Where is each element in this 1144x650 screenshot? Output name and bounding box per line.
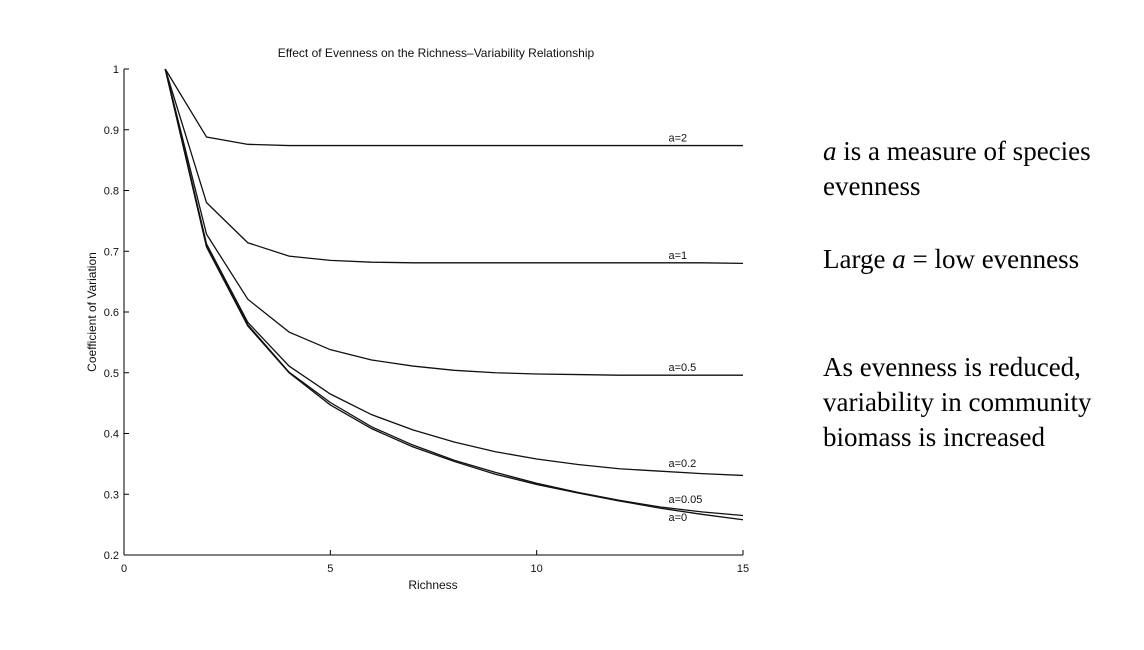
annotation-large-a: Large a = low evenness bbox=[823, 242, 1123, 277]
y-tick-label: 0.9 bbox=[104, 125, 119, 137]
x-tick-label: 15 bbox=[737, 563, 749, 575]
y-tick-label: 1 bbox=[113, 64, 119, 76]
series-line bbox=[164, 68, 743, 147]
y-tick-label: 0.8 bbox=[104, 186, 119, 198]
y-tick-label: 0.5 bbox=[104, 368, 119, 380]
y-axis-title: Coefficient of Variation bbox=[85, 252, 99, 372]
curves: a=2 a=1 a=0.5 a=0.2 a=0.05 a=0 bbox=[164, 68, 744, 524]
variable-a: a bbox=[823, 136, 837, 166]
variable-a: a bbox=[892, 244, 906, 274]
x-tick-label: 5 bbox=[327, 563, 333, 575]
annotation-conclusion-text: As evenness is reduced, variability in c… bbox=[823, 352, 1092, 452]
y-tick-label: 0.4 bbox=[104, 429, 119, 441]
chart-title: Effect of Evenness on the Richness–Varia… bbox=[278, 46, 595, 60]
series-label: a=0.05 bbox=[668, 494, 702, 506]
y-tick-label: 0.6 bbox=[104, 307, 119, 319]
series-label: a=0 bbox=[668, 512, 687, 524]
annotation-conclusion: As evenness is reduced, variability in c… bbox=[823, 350, 1123, 455]
series-line bbox=[164, 68, 744, 477]
series-label: a=0.2 bbox=[668, 458, 696, 470]
annotation-evenness-definition: a is a measure of species evenness bbox=[823, 134, 1123, 204]
series-label: a=1 bbox=[668, 250, 687, 262]
x-tick-label: 0 bbox=[121, 563, 127, 575]
series-line bbox=[164, 68, 744, 521]
axes: 0.20.30.40.50.60.70.80.910 5 10 15 bbox=[104, 64, 749, 575]
y-tick-label: 0.3 bbox=[104, 489, 119, 501]
y-tick-label: 0.7 bbox=[104, 246, 119, 258]
series-line bbox=[164, 68, 744, 265]
x-tick-label: 10 bbox=[531, 563, 543, 575]
series-line bbox=[164, 68, 744, 517]
series-label: a=0.5 bbox=[668, 362, 696, 374]
series-line bbox=[164, 68, 743, 376]
annotation-evenness-definition-text: is a measure of species evenness bbox=[823, 136, 1091, 201]
annotation-large-a-pre: Large bbox=[823, 244, 893, 274]
series-label: a=2 bbox=[668, 133, 687, 145]
annotation-large-a-post: = low evenness bbox=[905, 244, 1080, 274]
x-axis-title: Richness bbox=[408, 578, 457, 592]
y-tick-label: 0.2 bbox=[104, 550, 119, 562]
